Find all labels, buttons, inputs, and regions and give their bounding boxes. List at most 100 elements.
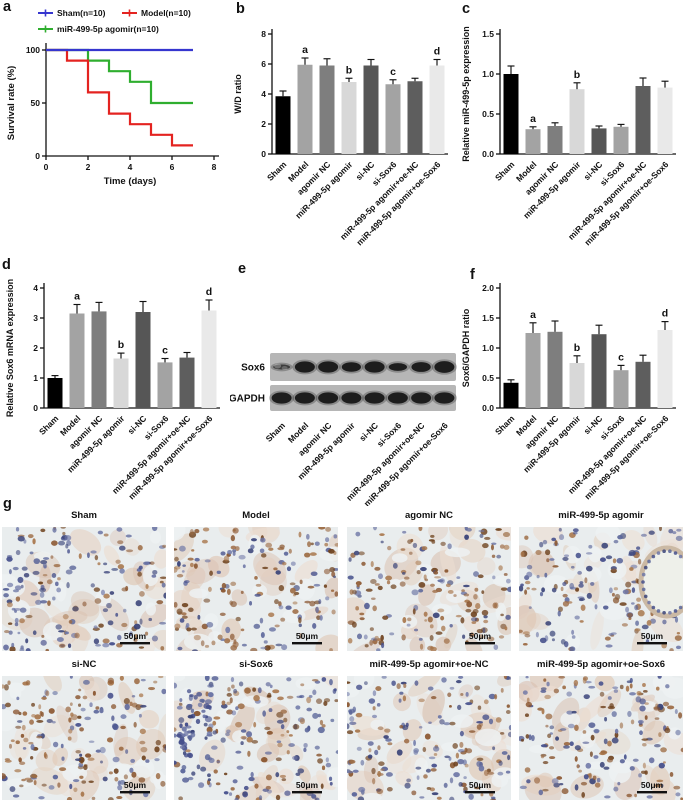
y-tick-label: 1.0 (482, 69, 494, 79)
y-axis-title: W/D ratio (233, 74, 243, 114)
bar-si-NC (591, 334, 607, 408)
y-tick-label: 8 (261, 29, 266, 39)
ihc-image-miR-499-5p agomir+oe-NC: 50μm (347, 676, 511, 800)
x-axis-title: Time (days) (104, 176, 157, 187)
bar-agomir NC (319, 65, 335, 154)
blot-strip-Sox6 (270, 353, 456, 381)
x-tick-label: 2 (86, 162, 91, 172)
bar-Model (525, 129, 541, 154)
y-tick-label: 50 (31, 98, 41, 108)
band-Sox6-miR-499-5p agomir+oe-Sox6 (434, 361, 455, 373)
bar-Sham (275, 96, 291, 154)
band-Sox6-miR-499-5p agomir (341, 362, 361, 372)
bar-agomir NC (91, 311, 107, 408)
bar-miR-499-5p agomir (569, 89, 585, 154)
significance-letter: b (574, 69, 580, 81)
scale-bar (465, 791, 495, 794)
bar-miR-499-5p agomir+oe-NC (179, 357, 195, 408)
ihc-image-title: miR-499-5p agomir+oe-Sox6 (536, 659, 666, 670)
ihc-image-si-Sox6: 50μm (174, 676, 338, 800)
bar-Sham (503, 382, 519, 408)
panel-g-ihc-images: Sham 50μm Model 50μm agomir NC 50μm miR-499-5p… (0, 496, 685, 806)
ihc-image-title: Model (242, 510, 270, 521)
panel-label-c: c (462, 1, 471, 17)
band-Sox6-Model (294, 361, 315, 373)
panel-a-survival-chart: Sham(n=10) Model(n=10) miR-499-5p agomir(n… (2, 2, 228, 254)
ihc-image-agomir NC: 50μm (347, 527, 511, 651)
significance-letter: c (162, 345, 168, 357)
y-tick-label: 0.5 (482, 109, 494, 119)
legend-label: Model(n=10) (141, 8, 191, 18)
band-GAPDH-si-Sox6 (387, 392, 408, 404)
ihc-image-Model: 50μm (174, 527, 338, 651)
scale-bar (120, 791, 150, 794)
scale-bar (292, 642, 322, 645)
x-tick-label: 4 (128, 162, 133, 172)
bar-si-NC (135, 312, 151, 408)
band-Sox6-si-NC (364, 361, 385, 373)
scale-bar (637, 642, 667, 645)
scale-bar-label: 50μm (641, 631, 664, 641)
bar-si-NC (591, 128, 607, 154)
bar-Model (69, 313, 85, 408)
panel-e-western-blot: Sox6 GAPDH Sham Model agomir NC miR-499-5p ag… (230, 256, 462, 506)
lane-label: Sham (264, 420, 288, 444)
ihc-image-title: miR-499-5p agomir+oe-NC (369, 659, 489, 670)
significance-letter: c (390, 66, 396, 78)
significance-letter: d (206, 286, 212, 298)
band-GAPDH-miR-499-5p agomir+oe-Sox6 (434, 392, 455, 404)
band-GAPDH-Model (294, 392, 315, 404)
band-GAPDH-Sham (271, 392, 292, 404)
bar-si-Sox6 (385, 84, 401, 154)
y-axis-title: Relative Sox6 mRNA expression (5, 279, 15, 417)
y-axis-title: Survival rate (%) (6, 66, 17, 140)
bar-agomir NC (547, 126, 563, 154)
bar-miR-499-5p agomir (113, 358, 129, 408)
bar-miR-499-5p agomir+oe-Sox6 (201, 310, 217, 408)
scale-bar-label: 50μm (296, 631, 319, 641)
bar-si-NC (363, 65, 379, 154)
blot-row-label: GAPDH (230, 394, 265, 405)
y-axis-title: Sox6/GAPDH ratio (461, 308, 471, 387)
panel-f-sox6-gapdh-chart: 0.0 0.5 1.0 1.5 2.0 Sham a Model agomir NC b miR-4… (458, 256, 684, 508)
bar-miR-499-5p agomir+oe-NC (635, 86, 651, 154)
significance-letter: a (530, 309, 536, 321)
y-tick-label: 3 (33, 313, 38, 323)
blot-row-label: Sox6 (241, 363, 265, 374)
y-tick-label: 2 (261, 119, 266, 129)
band-Sox6-agomir NC (318, 361, 339, 373)
y-tick-label: 0.0 (482, 149, 494, 159)
y-tick-label: 4 (261, 89, 266, 99)
ihc-image-title: si-NC (71, 659, 97, 670)
significance-letter: a (302, 44, 308, 56)
y-tick-label: 0 (33, 403, 38, 413)
survival-chart: Sham(n=10) Model(n=10) miR-499-5p agomir(n… (6, 8, 219, 187)
x-category-label: Sham (265, 159, 289, 183)
band-Sox6-si-Sox6 (388, 363, 408, 371)
significance-letter: b (574, 342, 580, 354)
y-tick-label: 0.0 (482, 403, 494, 413)
legend-label: miR-499-5p agomir(n=10) (57, 24, 159, 34)
blot-strip-GAPDH (270, 385, 456, 411)
panel-c-mir-expression-chart: 0.0 0.5 1.0 1.5 Sham a Model agomir NC b miR-499-… (458, 2, 684, 254)
ihc-image-title: si-Sox6 (239, 659, 273, 670)
bar-agomir NC (547, 331, 563, 408)
y-tick-label: 0 (35, 151, 40, 161)
y-tick-label: 1.0 (482, 343, 494, 353)
panel-label-d: d (2, 257, 11, 273)
y-tick-label: 100 (26, 45, 40, 55)
bar-miR-499-5p agomir+oe-Sox6 (657, 87, 673, 154)
legend-label: Sham(n=10) (57, 8, 106, 18)
bar-Sham (47, 378, 63, 408)
significance-letter: b (346, 64, 352, 76)
scale-bar-label: 50μm (296, 780, 319, 790)
significance-letter: b (118, 339, 124, 351)
x-category-label: Sham (493, 159, 517, 183)
bar-Sham (503, 74, 519, 154)
y-axis-title: Relative miR-499-5p expression (461, 26, 471, 162)
y-tick-label: 6 (261, 59, 266, 69)
